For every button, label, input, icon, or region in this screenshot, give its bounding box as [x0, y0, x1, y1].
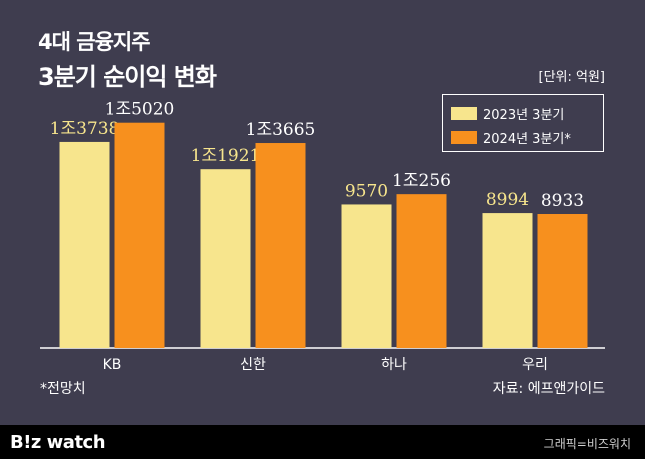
footnote: *전망치 [40, 381, 86, 397]
bar-우리-2024 [537, 214, 588, 348]
category-label-KB: KB [103, 357, 122, 373]
bar-KB-2023 [59, 141, 110, 348]
legend-swatch-2023 [451, 107, 477, 120]
data-label-신한-2023: 1조1921 [191, 146, 261, 166]
category-label-우리: 우리 [522, 357, 548, 373]
bar-신한-2024 [255, 143, 306, 348]
legend-label-2023: 2023년 3분기 [483, 108, 565, 123]
bar-하나-2024 [396, 194, 447, 348]
bar-KB-2024 [114, 122, 165, 348]
data-label-하나-2024: 1조256 [392, 171, 451, 191]
data-label-우리-2024: 8933 [541, 191, 584, 211]
data-label-하나-2023: 9570 [345, 181, 388, 201]
bizwatch-logo: B!z watch [10, 432, 106, 453]
category-label-신한: 신한 [240, 357, 266, 373]
brand-bar: B!z watch 그래픽=비즈워치 [0, 425, 645, 459]
legend: 2023년 3분기 2024년 3분기* [442, 94, 604, 152]
graphic-credit: 그래픽=비즈워치 [543, 437, 631, 451]
data-label-우리-2023: 8994 [486, 190, 529, 210]
chart-title-line2: 3분기 순이익 변화 [38, 63, 217, 91]
legend-item-2023: 2023년 3분기 [451, 104, 564, 123]
legend-swatch-2024 [451, 131, 477, 144]
bar-하나-2023 [341, 204, 392, 348]
data-label-KB-2023: 1조3738 [50, 119, 120, 139]
data-label-KB-2024: 1조5020 [105, 100, 175, 120]
data-label-신한-2024: 1조3665 [246, 120, 316, 140]
category-label-하나: 하나 [381, 357, 407, 373]
unit-label: [단위: 억원] [538, 70, 606, 85]
chart-title-line1: 4대 금융지주 [38, 30, 151, 54]
bar-신한-2023 [200, 169, 251, 348]
source-note: 자료: 에프앤가이드 [492, 381, 605, 397]
legend-item-2024: 2024년 3분기* [451, 128, 571, 147]
bar-우리-2023 [482, 213, 533, 348]
legend-label-2024: 2024년 3분기* [483, 132, 571, 147]
